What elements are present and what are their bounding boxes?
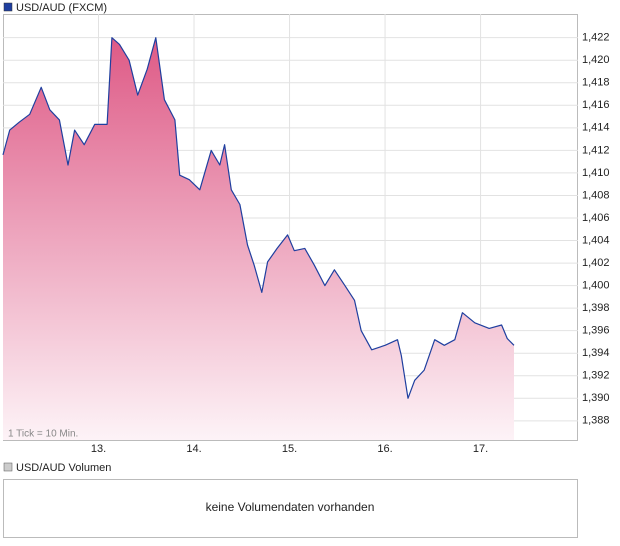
y-tick-label: 1,392 — [582, 370, 610, 382]
y-tick-label: 1,422 — [582, 32, 610, 44]
y-tick-label: 1,394 — [582, 347, 610, 359]
y-tick-label: 1,412 — [582, 144, 610, 156]
volume-title: USD/AUD Volumen — [16, 462, 111, 474]
x-tick-label: 15. — [282, 443, 297, 455]
y-tick-label: 1,400 — [582, 280, 610, 292]
y-tick-label: 1,408 — [582, 189, 610, 201]
y-tick-label: 1,418 — [582, 77, 610, 89]
x-tick-label: 16. — [377, 443, 392, 455]
y-tick-label: 1,404 — [582, 234, 610, 246]
volume-panel — [3, 479, 578, 538]
legend-swatch — [3, 462, 13, 472]
y-tick-label: 1,416 — [582, 99, 610, 111]
chart-title: USD/AUD (FXCM) — [16, 2, 107, 14]
x-tick-label: 13. — [91, 443, 106, 455]
y-tick-label: 1,396 — [582, 325, 610, 337]
y-tick-label: 1,390 — [582, 392, 610, 404]
y-tick-label: 1,398 — [582, 302, 610, 314]
tick-note: 1 Tick = 10 Min. — [8, 429, 78, 440]
y-tick-label: 1,410 — [582, 167, 610, 179]
legend-swatch — [3, 2, 13, 12]
y-tick-label: 1,388 — [582, 415, 610, 427]
price-line — [2, 37, 515, 399]
y-tick-label: 1,420 — [582, 54, 610, 66]
x-tick-label: 17. — [473, 443, 488, 455]
x-tick-label: 14. — [186, 443, 201, 455]
y-tick-label: 1,406 — [582, 212, 610, 224]
y-tick-label: 1,402 — [582, 257, 610, 269]
area-fill — [3, 37, 514, 440]
volume-message: keine Volumendaten vorhanden — [206, 500, 375, 514]
y-tick-label: 1,414 — [582, 122, 610, 134]
